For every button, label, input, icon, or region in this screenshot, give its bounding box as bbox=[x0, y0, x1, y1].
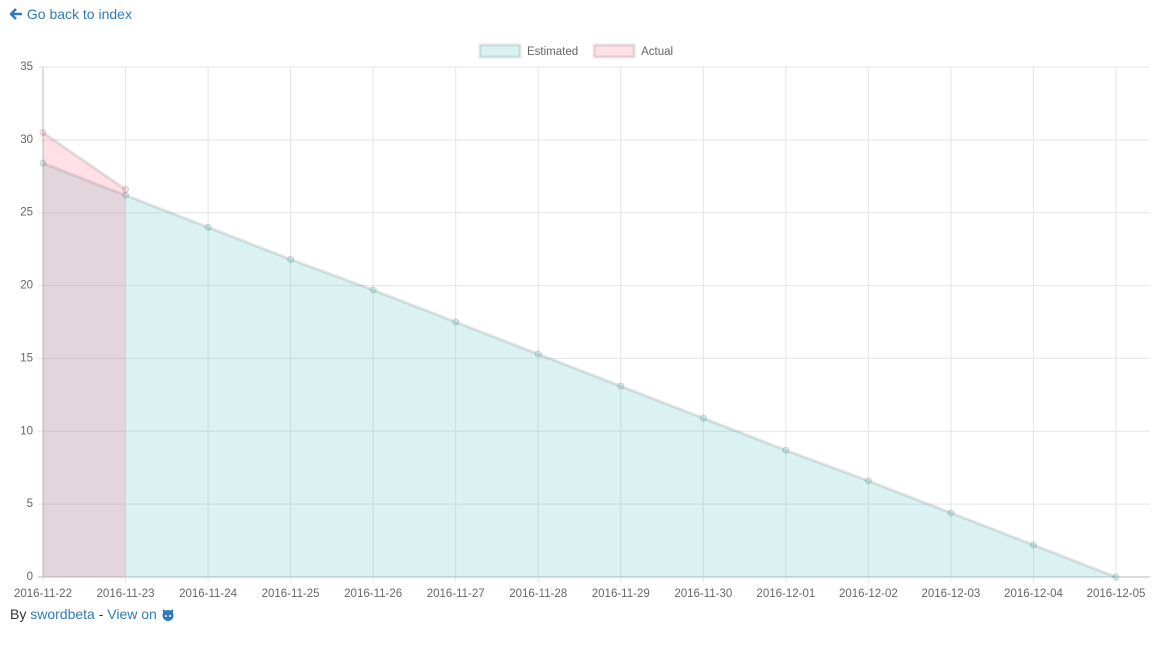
point bbox=[287, 255, 295, 263]
view-text: View on bbox=[107, 606, 157, 622]
y-tick-label: 25 bbox=[20, 207, 33, 219]
nav: Go back to index bbox=[9, 6, 132, 22]
point bbox=[369, 286, 377, 294]
y-tick-label: 30 bbox=[20, 134, 33, 146]
point bbox=[122, 191, 130, 199]
x-tick-label: 2016-11-26 bbox=[344, 588, 402, 600]
line bbox=[42, 161, 1117, 579]
point bbox=[204, 223, 212, 231]
x-tick-label: 2016-11-29 bbox=[592, 588, 650, 600]
point bbox=[864, 477, 872, 485]
x-tick-label: 2016-11-28 bbox=[509, 588, 567, 600]
point bbox=[1112, 573, 1120, 581]
y-tick-label: 35 bbox=[20, 61, 33, 73]
point bbox=[1029, 541, 1037, 549]
legend-label: Estimated bbox=[527, 46, 578, 58]
point bbox=[39, 129, 47, 137]
point bbox=[947, 509, 955, 517]
legend-swatch bbox=[592, 43, 636, 59]
area bbox=[43, 163, 1116, 577]
x-tick-label: 2016-11-25 bbox=[262, 588, 320, 600]
line bbox=[42, 131, 127, 191]
y-tick-label: 0 bbox=[27, 571, 33, 583]
back-link[interactable]: Go back to index bbox=[9, 6, 132, 22]
x-tick-label: 2016-12-03 bbox=[922, 588, 981, 600]
view-link[interactable]: View on bbox=[107, 606, 174, 622]
point bbox=[122, 185, 130, 193]
x-tick-label: 2016-11-23 bbox=[97, 588, 155, 600]
x-tick-label: 2016-12-02 bbox=[839, 588, 898, 600]
y-tick-label: 15 bbox=[20, 352, 33, 364]
arrow-icon bbox=[9, 8, 22, 20]
x-tick-label: 2016-12-04 bbox=[1004, 588, 1063, 600]
footer: By swordbeta - View on bbox=[10, 606, 175, 622]
x-tick-label: 2016-12-05 bbox=[1087, 588, 1146, 600]
legend-swatch bbox=[478, 43, 522, 59]
x-tick-label: 2016-12-01 bbox=[756, 588, 815, 600]
x-tick-label: 2016-11-24 bbox=[179, 588, 238, 600]
point bbox=[534, 350, 542, 358]
point bbox=[782, 446, 790, 454]
x-tick-label: 2016-11-30 bbox=[674, 588, 732, 600]
back-link-text: Go back to index bbox=[26, 6, 132, 22]
point bbox=[699, 414, 707, 422]
footer-prefix: By bbox=[10, 606, 27, 622]
y-tick-label: 5 bbox=[27, 498, 33, 510]
point bbox=[452, 318, 460, 326]
x-tick-label: 2016-11-27 bbox=[427, 588, 485, 600]
footer-separator: - bbox=[98, 606, 104, 622]
legend-label: Actual bbox=[641, 46, 673, 58]
area bbox=[43, 132, 126, 578]
point bbox=[617, 382, 625, 390]
point bbox=[39, 159, 47, 167]
y-tick-label: 10 bbox=[20, 425, 33, 437]
github-icon bbox=[162, 609, 174, 621]
author-link[interactable]: swordbeta bbox=[30, 606, 95, 622]
y-tick-label: 20 bbox=[20, 280, 33, 292]
x-tick-label: 2016-11-22 bbox=[14, 588, 72, 600]
